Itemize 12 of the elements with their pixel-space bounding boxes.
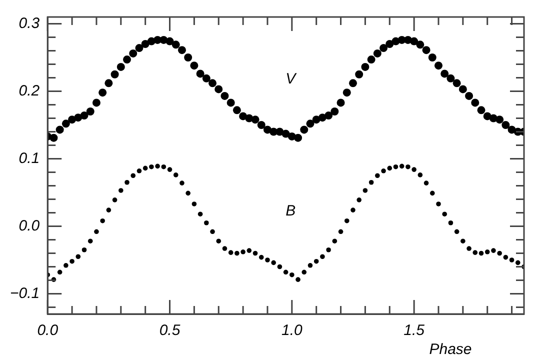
text: B xyxy=(286,202,296,220)
y-tick-label: 0.3 xyxy=(18,14,40,32)
y-tick-label: 0.0 xyxy=(18,217,40,234)
y-tick-label: −0.1 xyxy=(10,284,40,302)
text: V xyxy=(286,70,298,88)
x-tick-label: 0.5 xyxy=(159,322,181,340)
x-tick-label: 1.5 xyxy=(404,322,426,340)
x-tick-label: 1.0 xyxy=(281,322,303,340)
y-tick-label: 0.1 xyxy=(18,150,40,167)
x-axis-title: Phase xyxy=(429,341,472,358)
y-tick-label: 0.2 xyxy=(18,82,40,100)
x-tick-label: 0.0 xyxy=(37,322,59,340)
